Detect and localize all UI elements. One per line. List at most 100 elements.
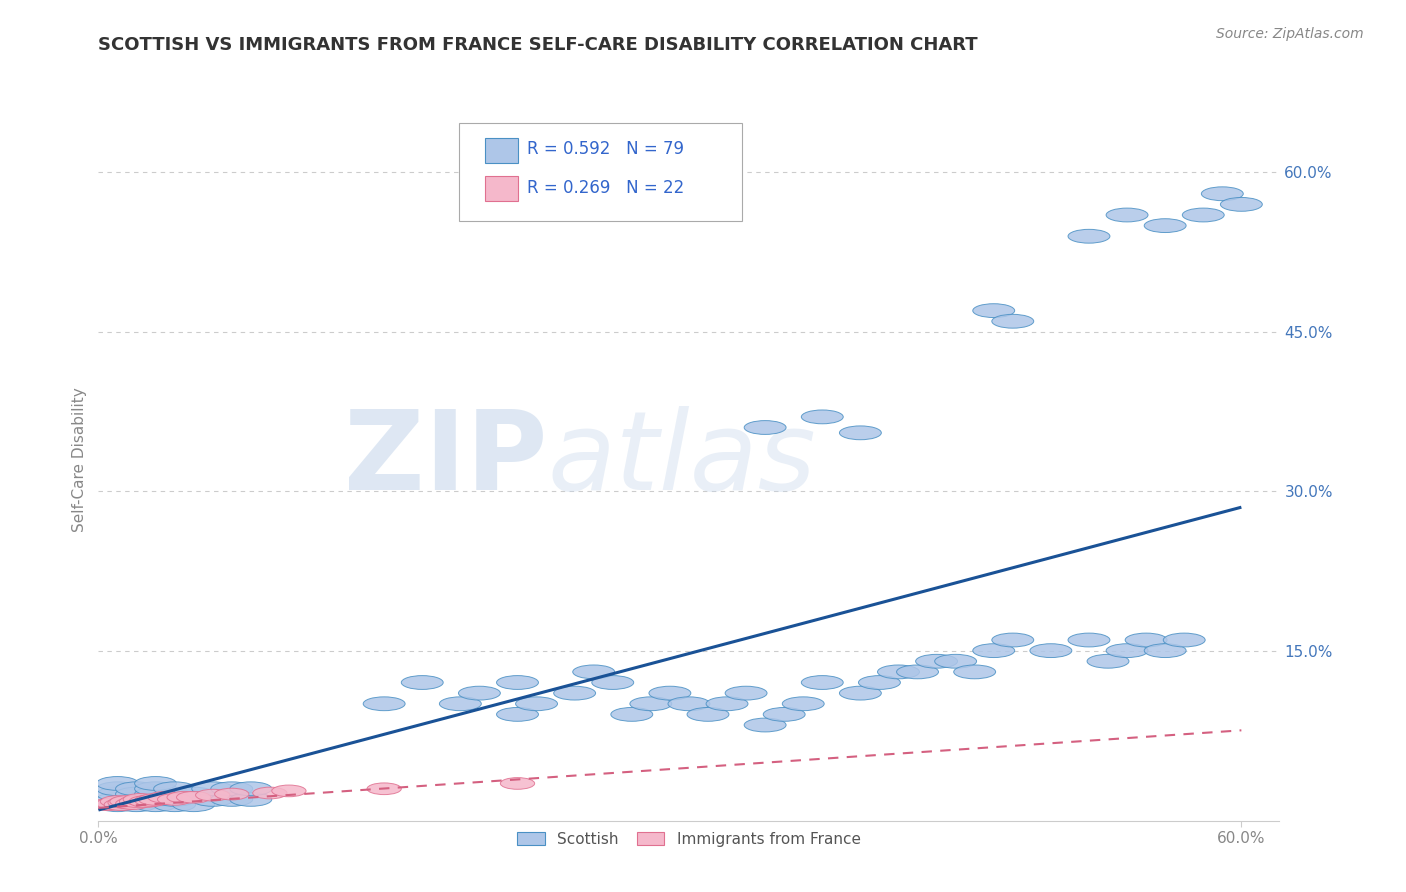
Text: atlas: atlas	[547, 406, 815, 513]
Ellipse shape	[135, 792, 177, 806]
Ellipse shape	[191, 792, 233, 806]
Text: R = 0.269   N = 22: R = 0.269 N = 22	[527, 179, 685, 197]
Ellipse shape	[108, 797, 142, 808]
Ellipse shape	[782, 697, 824, 711]
Ellipse shape	[630, 697, 672, 711]
Ellipse shape	[1182, 208, 1225, 222]
Ellipse shape	[363, 697, 405, 711]
Ellipse shape	[153, 797, 195, 812]
Ellipse shape	[135, 787, 177, 801]
Ellipse shape	[129, 796, 163, 807]
Ellipse shape	[135, 797, 177, 812]
Ellipse shape	[991, 314, 1033, 328]
Ellipse shape	[554, 686, 596, 700]
Ellipse shape	[839, 686, 882, 700]
Ellipse shape	[367, 783, 401, 795]
Ellipse shape	[1163, 633, 1205, 647]
FancyBboxPatch shape	[485, 176, 517, 202]
Ellipse shape	[839, 425, 882, 440]
Ellipse shape	[135, 782, 177, 796]
Ellipse shape	[177, 791, 211, 803]
Ellipse shape	[124, 794, 157, 805]
Ellipse shape	[1107, 644, 1149, 657]
Ellipse shape	[148, 791, 183, 803]
Ellipse shape	[115, 797, 150, 809]
Text: ZIP: ZIP	[344, 406, 547, 513]
Ellipse shape	[229, 782, 271, 796]
Ellipse shape	[401, 675, 443, 690]
Ellipse shape	[744, 421, 786, 434]
Ellipse shape	[173, 787, 215, 801]
Ellipse shape	[991, 633, 1033, 647]
Ellipse shape	[271, 785, 307, 797]
Ellipse shape	[104, 799, 138, 811]
Ellipse shape	[110, 796, 145, 807]
Ellipse shape	[973, 303, 1015, 318]
Ellipse shape	[135, 777, 177, 790]
Ellipse shape	[973, 644, 1015, 657]
Ellipse shape	[153, 792, 195, 806]
Ellipse shape	[1031, 644, 1071, 657]
Ellipse shape	[897, 665, 938, 679]
Ellipse shape	[877, 665, 920, 679]
Ellipse shape	[706, 697, 748, 711]
Ellipse shape	[1125, 633, 1167, 647]
Ellipse shape	[229, 792, 271, 806]
Ellipse shape	[138, 794, 173, 805]
Ellipse shape	[496, 707, 538, 722]
Ellipse shape	[167, 791, 201, 803]
Ellipse shape	[1107, 208, 1149, 222]
Text: SCOTTISH VS IMMIGRANTS FROM FRANCE SELF-CARE DISABILITY CORRELATION CHART: SCOTTISH VS IMMIGRANTS FROM FRANCE SELF-…	[98, 36, 979, 54]
Ellipse shape	[1201, 186, 1243, 201]
Text: Source: ZipAtlas.com: Source: ZipAtlas.com	[1216, 27, 1364, 41]
FancyBboxPatch shape	[458, 123, 742, 221]
Ellipse shape	[191, 782, 233, 796]
Ellipse shape	[953, 665, 995, 679]
Ellipse shape	[935, 655, 977, 668]
Ellipse shape	[97, 797, 138, 812]
Ellipse shape	[592, 675, 634, 690]
Ellipse shape	[97, 782, 138, 796]
Ellipse shape	[115, 787, 157, 801]
Ellipse shape	[725, 686, 768, 700]
Ellipse shape	[668, 697, 710, 711]
Ellipse shape	[496, 675, 538, 690]
Ellipse shape	[115, 797, 157, 812]
Ellipse shape	[1220, 197, 1263, 211]
Ellipse shape	[253, 787, 287, 799]
Ellipse shape	[153, 782, 195, 796]
Ellipse shape	[91, 799, 125, 811]
Ellipse shape	[572, 665, 614, 679]
Ellipse shape	[135, 795, 169, 806]
Ellipse shape	[97, 797, 131, 809]
Ellipse shape	[211, 792, 253, 806]
Ellipse shape	[1087, 655, 1129, 668]
Y-axis label: Self-Care Disability: Self-Care Disability	[72, 387, 87, 532]
Ellipse shape	[115, 792, 157, 806]
Text: R = 0.592   N = 79: R = 0.592 N = 79	[527, 140, 685, 159]
Ellipse shape	[1144, 644, 1187, 657]
Ellipse shape	[801, 675, 844, 690]
Ellipse shape	[859, 675, 900, 690]
Ellipse shape	[120, 796, 153, 807]
Ellipse shape	[157, 794, 191, 805]
Ellipse shape	[215, 789, 249, 800]
Ellipse shape	[688, 707, 728, 722]
Ellipse shape	[97, 787, 138, 801]
Ellipse shape	[97, 777, 138, 790]
Legend: Scottish, Immigrants from France: Scottish, Immigrants from France	[512, 825, 866, 853]
Ellipse shape	[650, 686, 690, 700]
Ellipse shape	[501, 778, 534, 789]
Ellipse shape	[516, 697, 558, 711]
Ellipse shape	[1144, 219, 1187, 233]
Ellipse shape	[211, 782, 253, 796]
Ellipse shape	[100, 796, 135, 807]
Ellipse shape	[801, 410, 844, 424]
Ellipse shape	[610, 707, 652, 722]
Ellipse shape	[763, 707, 806, 722]
Ellipse shape	[97, 792, 138, 806]
Ellipse shape	[440, 697, 481, 711]
Ellipse shape	[1069, 633, 1109, 647]
Ellipse shape	[1069, 229, 1109, 244]
Ellipse shape	[744, 718, 786, 732]
